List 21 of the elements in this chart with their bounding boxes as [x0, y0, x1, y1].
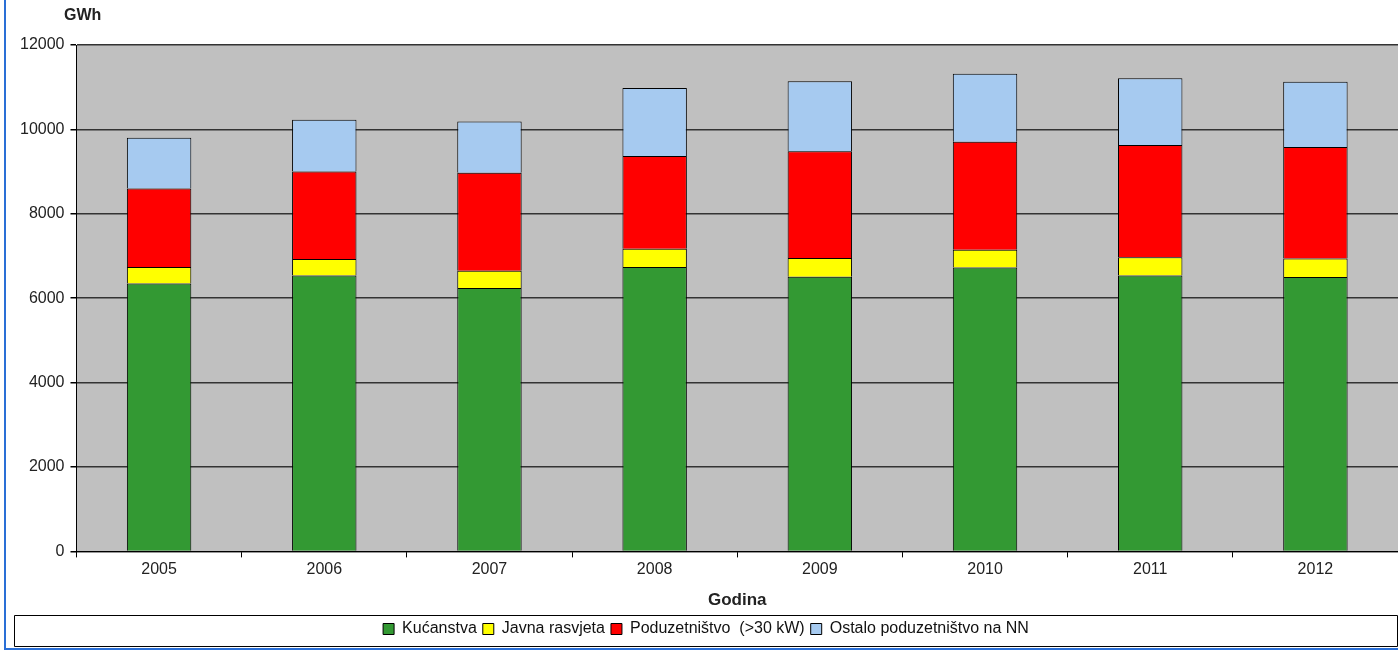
- y-tick-label: 4000: [28, 373, 65, 391]
- x-tick-label: 2011: [1133, 560, 1168, 578]
- y-tick-label: 8000: [28, 204, 65, 222]
- x-tick-label: 2010: [967, 560, 1003, 578]
- legend-label: Poduzetništvo (>30 kW): [629, 619, 805, 637]
- x-tick-label: 2007: [471, 560, 508, 578]
- y-tick-label: 6000: [28, 288, 65, 306]
- x-tick-label: 2009: [802, 560, 838, 578]
- legend-label: Javna rasvjeta: [501, 619, 606, 637]
- y-tick-label: 12000: [19, 35, 65, 53]
- y-tick-label: 10000: [19, 119, 65, 137]
- y-tick-label: 0: [55, 541, 65, 559]
- x-tick-label: 2005: [141, 560, 177, 578]
- x-axis-title: Godina: [707, 590, 768, 610]
- x-tick-label: 2008: [636, 560, 673, 578]
- legend-label: Ostalo poduzetništvo na NN: [829, 619, 1029, 637]
- y-axis-title: GWh: [64, 6, 102, 24]
- x-tick-label: 2006: [306, 560, 343, 578]
- x-tick-label: 2012: [1297, 560, 1334, 578]
- y-tick-label: 2000: [28, 457, 65, 475]
- legend-label: Kućanstva: [402, 619, 477, 637]
